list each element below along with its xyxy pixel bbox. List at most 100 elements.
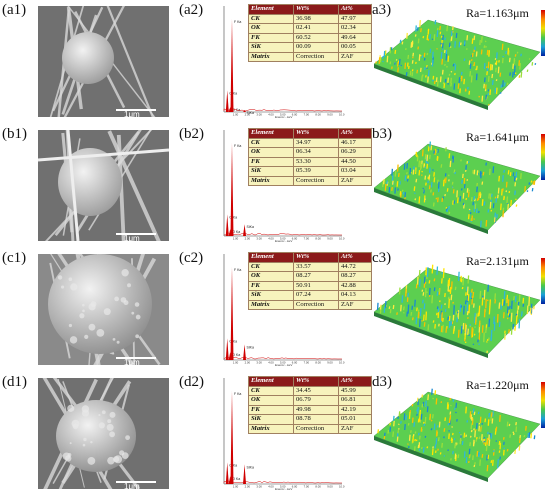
surface-spike: [416, 409, 418, 412]
surface-spike: [453, 83, 456, 90]
table-row: Matrix Correction ZAF: [248, 423, 372, 434]
surface-spike: [503, 169, 505, 173]
surface-spike: [419, 419, 422, 423]
surface-spike: [501, 188, 504, 192]
surface-spike: [496, 213, 498, 219]
surface-spike: [498, 302, 501, 309]
surface-spike: [444, 193, 447, 197]
surface-spike: [510, 327, 513, 335]
surface-spike: [529, 307, 532, 314]
surface-spike: [497, 66, 500, 74]
surface-spike: [454, 453, 457, 460]
surface-spike: [416, 69, 419, 74]
surface-spike: [485, 327, 487, 333]
surface-spike: [435, 398, 438, 405]
table-cell: ZAF: [338, 299, 372, 310]
surface-spike: [462, 192, 465, 199]
surface-spike: [431, 264, 434, 274]
sem-particle: [81, 409, 90, 417]
surface-spike: [469, 435, 472, 438]
surface-spike: [424, 166, 426, 169]
table-cell: ZAF: [338, 51, 372, 62]
surface-spike: [422, 447, 425, 453]
sem-particle: [112, 338, 116, 341]
surface-spike: [452, 189, 455, 194]
surface-spike: [452, 63, 455, 67]
surface-spike: [452, 398, 455, 402]
surface-spike: [503, 195, 505, 201]
surface-spike: [473, 464, 476, 468]
surface-spike: [515, 315, 518, 325]
surface-spike: [486, 464, 489, 472]
surface-spike: [433, 423, 436, 430]
surface-spike: [485, 45, 487, 48]
surface-spike: [478, 451, 480, 458]
surface-spike: [412, 52, 415, 57]
table-cell: 33.57: [293, 261, 339, 272]
surface-spike: [489, 63, 492, 71]
table-cell: 36.98: [293, 13, 339, 24]
surface-spike: [414, 198, 417, 201]
surface-spike: [442, 268, 445, 279]
surface-spike: [475, 51, 478, 57]
surface-spike: [397, 172, 400, 178]
surface-spike: [501, 57, 504, 64]
surface-spike: [440, 304, 443, 309]
surface-spike: [517, 301, 520, 306]
surface-spike: [389, 426, 392, 432]
surface-spike: [468, 90, 471, 95]
surface-spike: [408, 412, 411, 420]
surface-spike: [426, 52, 429, 56]
surface-spike: [425, 267, 427, 276]
eds-tick-label: 9.00: [327, 361, 333, 365]
surface-spike: [411, 417, 414, 424]
table-cell: SiK: [248, 290, 294, 301]
surface-spike: [515, 177, 518, 181]
surface-spike: [513, 58, 516, 64]
surface-spike: [421, 149, 424, 157]
surface-spike: [384, 50, 387, 56]
table-row: FK 60.52 49.64: [248, 32, 372, 43]
surface-spike: [379, 56, 382, 63]
surface-spike: [379, 304, 382, 310]
eds-peak-label: F Ka: [234, 268, 241, 272]
table-cell: CK: [248, 385, 294, 396]
table-header-cell: Element: [248, 4, 294, 15]
surface-spike: [469, 292, 472, 299]
surface-spike: [448, 153, 451, 159]
surface-spike: [469, 71, 472, 77]
surface-spike: [426, 291, 428, 294]
table-header-cell: Element: [248, 376, 294, 387]
surface-spike: [438, 288, 441, 293]
surface-spike: [423, 322, 426, 327]
surface-spike: [502, 55, 505, 58]
surface-spike: [461, 440, 464, 446]
panel-label-sem: (b1): [2, 126, 27, 142]
surface-spike: [440, 51, 443, 60]
surface-spike: [431, 388, 433, 395]
surface-spike: [406, 178, 409, 182]
surface-spike: [506, 448, 509, 452]
surface-base: [373, 143, 541, 231]
panel-label-surface: (b3): [367, 126, 392, 142]
table-row: SiK 07.24 04.13: [248, 290, 372, 301]
sem-particle: [106, 423, 114, 431]
surface-spike: [459, 88, 461, 94]
surface-spike: [523, 434, 526, 438]
scale-bar: [116, 357, 156, 359]
surface-spike: [396, 181, 399, 187]
surface-spike: [471, 38, 474, 44]
surface-spike: [421, 74, 424, 77]
surface-spike: [514, 182, 517, 187]
surface-spike: [464, 300, 467, 305]
surface-plot: [370, 6, 550, 118]
surface-spike: [494, 299, 497, 304]
surface-spike: [502, 175, 504, 180]
surface-spike: [481, 325, 484, 333]
surface-spike: [427, 76, 429, 83]
surface-spike: [445, 53, 448, 61]
eds-peak-label: F Ka: [234, 144, 241, 148]
surface-spike: [479, 39, 481, 46]
surface-spike: [479, 191, 481, 196]
surface-spike: [442, 179, 445, 187]
